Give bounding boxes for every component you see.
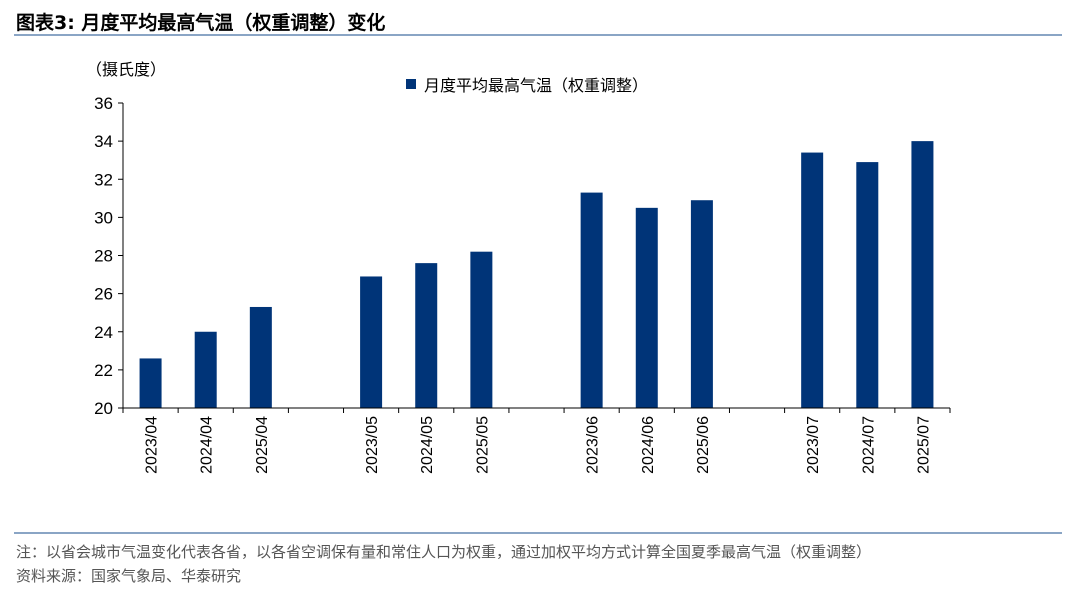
legend-swatch — [406, 79, 416, 89]
y-tick-label: 22 — [94, 361, 113, 380]
title-divider — [14, 34, 1062, 36]
y-tick-label: 20 — [94, 399, 113, 418]
source-note: 资料来源：国家气象局、华泰研究 — [16, 567, 242, 585]
x-tick-label: 2024/04 — [199, 416, 216, 474]
bar — [470, 251, 493, 408]
y-axis: 20 22 24 26 28 30 32 34 36 — [94, 94, 124, 418]
y-tick-label: 26 — [94, 285, 113, 304]
x-tick-label: 2025/07 — [915, 416, 932, 474]
footnote: 注：以省会城市气温变化代表各省，以各省空调保有量和常住人口为权重，通过加权平均方… — [16, 543, 872, 561]
bar — [635, 207, 658, 408]
bars — [139, 141, 934, 408]
bar — [194, 331, 217, 408]
bar — [856, 162, 879, 408]
x-tick-label: 2025/06 — [695, 416, 712, 474]
bar — [360, 276, 383, 408]
x-tick-label: 2023/05 — [364, 416, 381, 474]
bar — [139, 358, 162, 408]
x-tick-label: 2023/04 — [144, 416, 161, 474]
y-tick-label: 32 — [94, 170, 113, 189]
chart-legend: 月度平均最高气温（权重调整） — [406, 72, 648, 96]
bar — [801, 152, 824, 408]
y-tick-label: 28 — [94, 247, 113, 266]
y-tick-label: 24 — [94, 323, 113, 342]
x-axis: 2023/04 2024/04 2025/04 2023/05 2024/05 2025/… — [122, 407, 951, 474]
y-tick-label: 36 — [94, 94, 113, 113]
x-tick-label: 2023/06 — [585, 416, 602, 474]
legend-label: 月度平均最高气温（权重调整） — [424, 76, 649, 95]
x-tick-label: 2024/05 — [419, 416, 436, 474]
x-tick-label: 2025/05 — [474, 416, 491, 474]
x-tick-label: 2025/04 — [254, 416, 271, 474]
y-axis-unit-label: （摄氏度） — [86, 60, 167, 79]
bar — [690, 200, 713, 408]
bar — [911, 141, 934, 408]
figure-title: 图表3: 月度平均最高气温（权重调整）变化 — [16, 12, 386, 34]
bar — [415, 263, 438, 408]
footer-divider — [14, 532, 1062, 534]
x-tick-label: 2024/06 — [640, 416, 657, 474]
x-tick-label: 2024/07 — [860, 416, 877, 474]
bar — [580, 192, 603, 408]
y-tick-label: 34 — [94, 132, 113, 151]
bar — [249, 306, 272, 408]
y-tick-label: 30 — [94, 208, 113, 227]
x-tick-label: 2023/07 — [805, 416, 822, 474]
